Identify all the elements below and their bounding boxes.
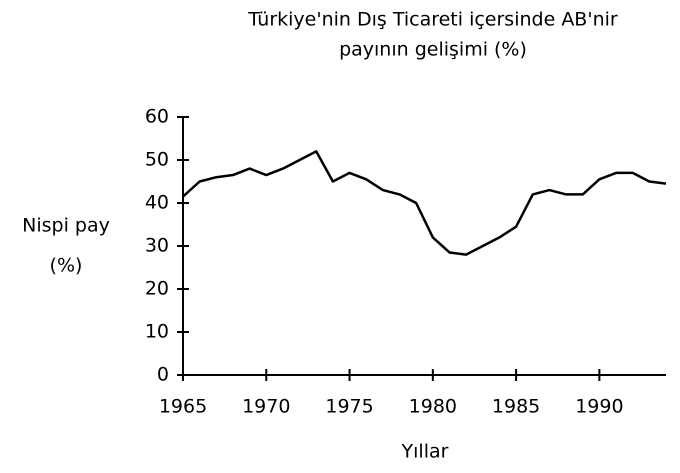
y-axis-label: Nispi pay — [22, 215, 110, 237]
y-tick-label: 30 — [145, 235, 169, 257]
data-line — [182, 150, 667, 256]
x-tick-label: 1970 — [242, 396, 290, 418]
chart-title: payının gelişimi (%) — [339, 39, 527, 61]
y-tick-label: 50 — [145, 149, 169, 171]
y-tick-label: 60 — [145, 106, 169, 128]
y-tick-label: 10 — [145, 321, 169, 343]
x-tick-label: 1965 — [159, 396, 207, 418]
x-tick-label: 1990 — [575, 396, 623, 418]
x-tick-label: 1975 — [325, 396, 373, 418]
x-tick-label: 1980 — [409, 396, 457, 418]
x-axis-label: Yıllar — [401, 441, 449, 463]
y-tick-label: 20 — [145, 278, 169, 300]
x-tick-label: 1985 — [492, 396, 540, 418]
chart-title: Türkiye'nin Dış Ticareti içersinde AB'ni… — [247, 9, 618, 31]
y-tick-label: 40 — [145, 192, 169, 214]
y-axis-label: (%) — [50, 255, 83, 277]
y-tick-label: 0 — [157, 364, 169, 386]
